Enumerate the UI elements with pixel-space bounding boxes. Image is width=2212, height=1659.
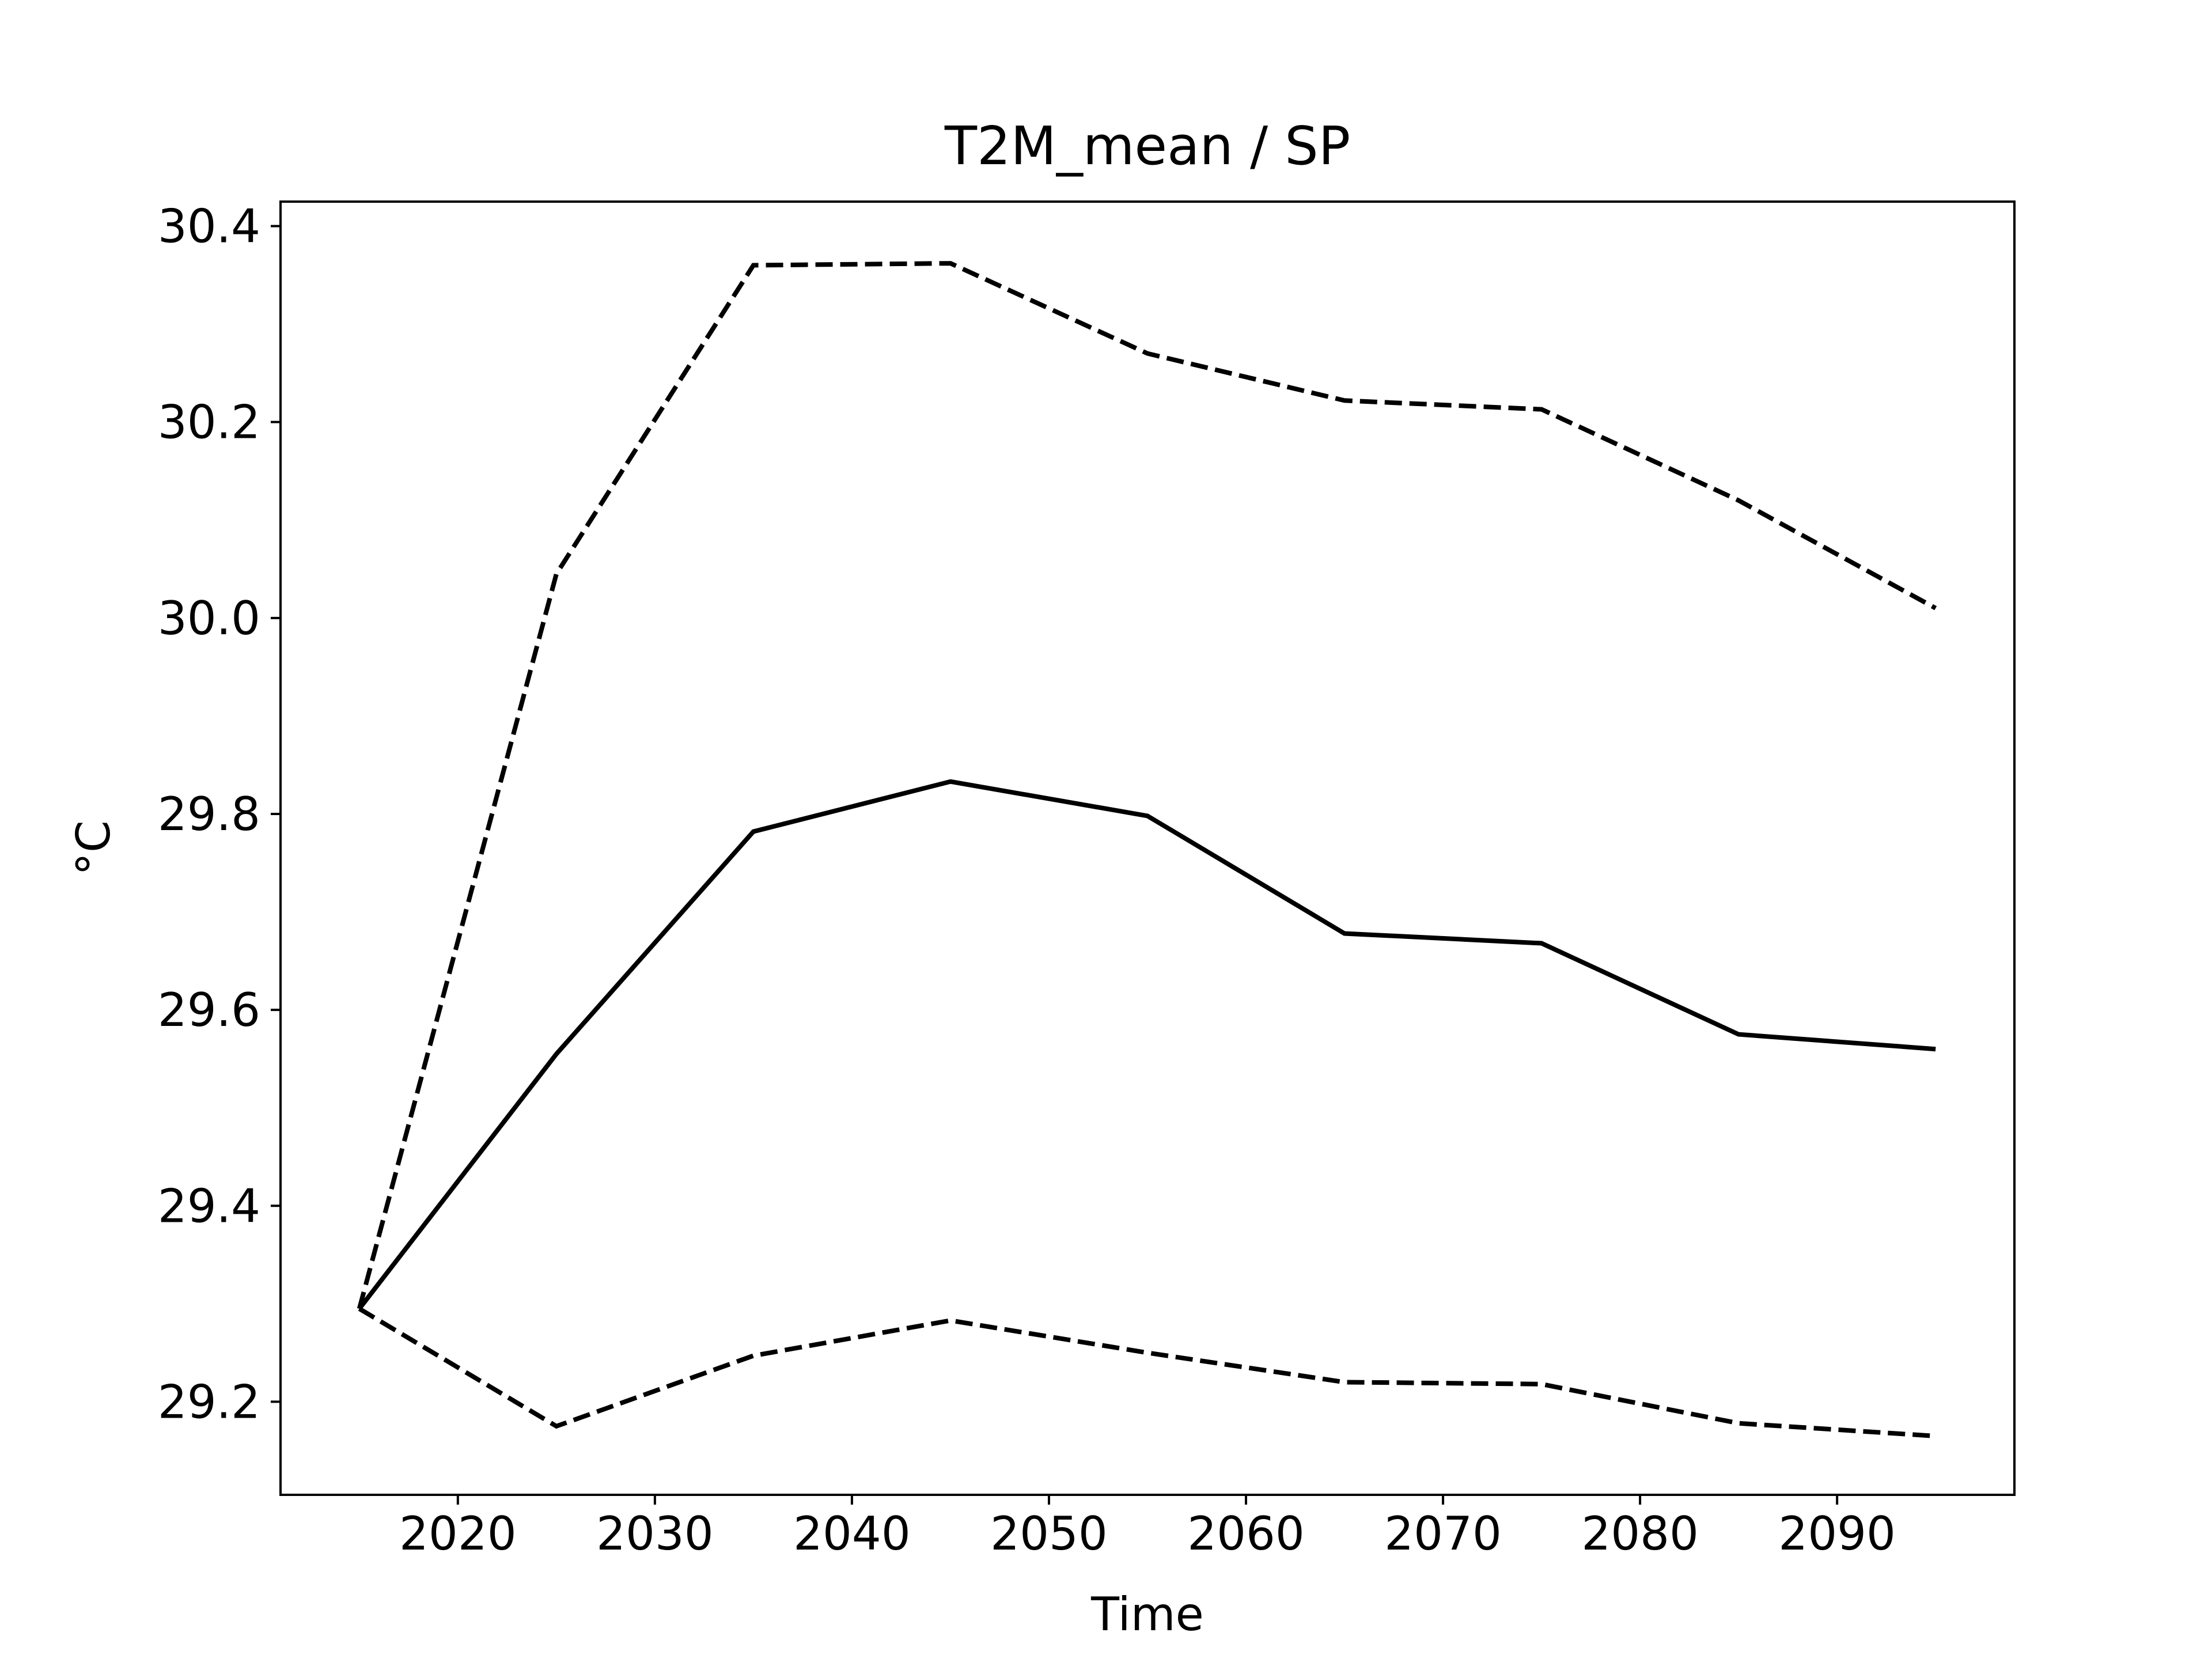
x-axis-label: Time xyxy=(1090,1588,1204,1641)
y-tick-label: 29.8 xyxy=(158,787,260,841)
y-tick-label: 29.6 xyxy=(158,983,260,1037)
series-line-2 xyxy=(357,779,1936,1310)
series-line-1 xyxy=(357,261,1937,1309)
y-tick-label: 29.4 xyxy=(158,1179,260,1233)
x-tick-label: 2060 xyxy=(1187,1507,1305,1560)
y-tick-label: 30.4 xyxy=(158,200,260,253)
x-tick-label: 2070 xyxy=(1384,1507,1502,1560)
x-tick-label: 2020 xyxy=(399,1507,517,1560)
y-axis: 29.2 29.4 29.6 29.8 30.0 30.2 30.4 xyxy=(158,200,281,1429)
x-tick-label: 2050 xyxy=(990,1507,1108,1560)
x-tick-label: 2080 xyxy=(1581,1507,1699,1560)
x-tick-label: 2090 xyxy=(1778,1507,1896,1560)
y-tick-label: 29.2 xyxy=(158,1375,260,1429)
y-tick-label: 30.0 xyxy=(158,592,260,645)
x-axis: 2020 2030 2040 2050 2060 2070 2080 2090 xyxy=(399,1495,1896,1560)
series-layer xyxy=(357,261,1937,1438)
plot-frame xyxy=(279,200,2016,1496)
series-line-3 xyxy=(358,1306,1936,1438)
x-tick-label: 2040 xyxy=(793,1507,911,1560)
x-tick-label: 2030 xyxy=(596,1507,714,1560)
y-axis-label: °C xyxy=(67,820,120,876)
y-tick-label: 30.2 xyxy=(158,396,260,449)
chart-title: T2M_mean / SP xyxy=(944,115,1350,177)
